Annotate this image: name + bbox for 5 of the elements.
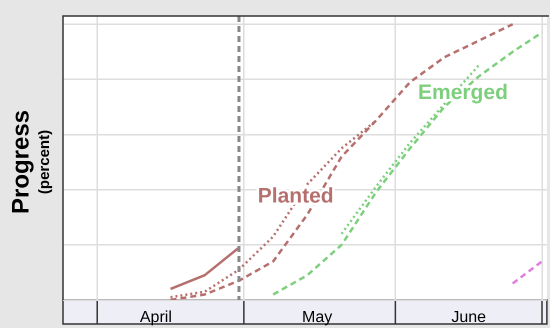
series-label: Planted	[258, 184, 334, 208]
x-tick-label: June	[451, 309, 486, 326]
y-axis-title: Progress (percent)	[8, 110, 54, 214]
x-tick-label: May	[302, 309, 332, 326]
x-tick-label: April	[140, 309, 172, 326]
